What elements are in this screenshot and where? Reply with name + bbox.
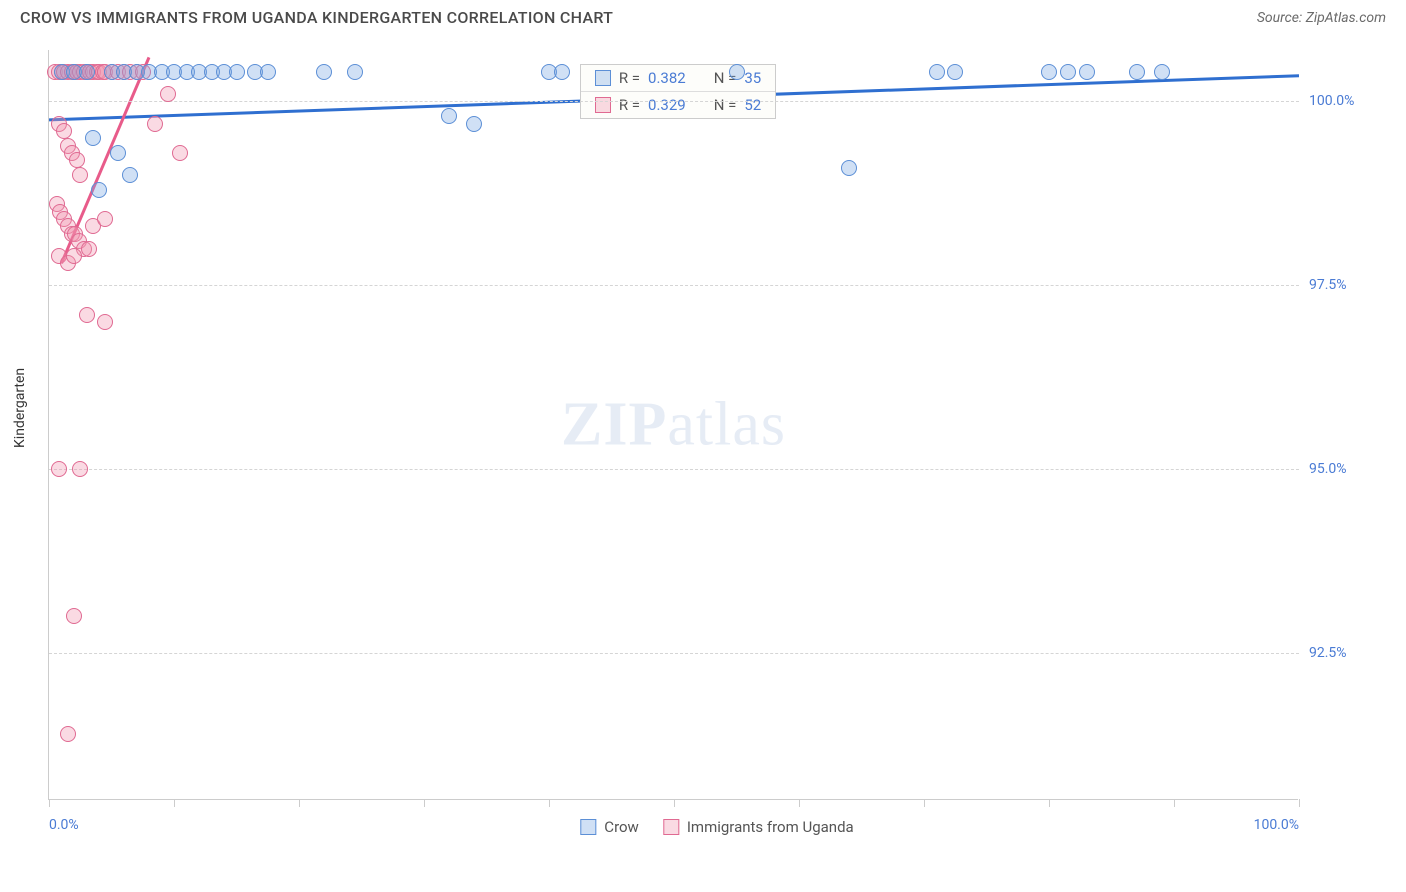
data-point (729, 64, 745, 80)
x-tick (49, 799, 50, 807)
legend-label: Crow (604, 818, 639, 836)
x-tick (174, 799, 175, 807)
data-point (554, 64, 570, 80)
gridline (49, 653, 1299, 654)
legend-item: Crow (580, 818, 639, 836)
x-tick-label: 100.0% (1254, 817, 1299, 833)
data-point (72, 461, 88, 477)
x-tick (1049, 799, 1050, 807)
legend-label: Immigrants from Uganda (687, 818, 854, 836)
data-point (72, 167, 88, 183)
chart-title: CROW VS IMMIGRANTS FROM UGANDA KINDERGAR… (20, 8, 613, 27)
n-value: 52 (744, 96, 761, 114)
data-point (110, 145, 126, 161)
data-point (97, 314, 113, 330)
data-point (79, 307, 95, 323)
data-point (347, 64, 363, 80)
y-tick-label: 100.0% (1309, 93, 1354, 109)
legend-swatch (595, 70, 611, 86)
data-point (160, 86, 176, 102)
n-label: N = (714, 96, 737, 114)
legend-swatch (580, 819, 596, 835)
plot-area: ZIPatlas R = 0.382N = 35R = 0.329N = 52 … (48, 50, 1298, 800)
data-point (316, 64, 332, 80)
stats-row: R = 0.382N = 35 (581, 65, 775, 91)
data-point (172, 145, 188, 161)
trend-lines (49, 50, 1299, 800)
data-point (51, 461, 67, 477)
x-tick (1174, 799, 1175, 807)
legend-item: Immigrants from Uganda (663, 818, 854, 836)
gridline (49, 101, 1299, 102)
legend-swatch (595, 97, 611, 113)
bottom-legend: Crow Immigrants from Uganda (580, 818, 853, 836)
data-point (466, 116, 482, 132)
x-tick (299, 799, 300, 807)
y-tick-label: 92.5% (1309, 645, 1347, 661)
legend-swatch (663, 819, 679, 835)
data-point (66, 608, 82, 624)
data-point (1079, 64, 1095, 80)
r-label: R = (619, 96, 640, 114)
data-point (69, 152, 85, 168)
y-tick-label: 97.5% (1309, 277, 1347, 293)
y-tick-label: 95.0% (1309, 461, 1347, 477)
data-point (60, 726, 76, 742)
stats-row: R = 0.329 N = 52 (581, 91, 775, 118)
data-point (229, 64, 245, 80)
x-tick (424, 799, 425, 807)
chart-container: ZIPatlas R = 0.382N = 35R = 0.329N = 52 … (48, 50, 1386, 800)
correlation-stats-box: R = 0.382N = 35R = 0.329N = 52 (580, 64, 776, 119)
data-point (947, 64, 963, 80)
watermark-rest: atlas (667, 390, 786, 458)
data-point (841, 160, 857, 176)
data-point (97, 211, 113, 227)
data-point (441, 108, 457, 124)
r-label: R = (619, 69, 640, 87)
data-point (79, 64, 95, 80)
data-point (929, 64, 945, 80)
data-point (81, 241, 97, 257)
x-tick (674, 799, 675, 807)
data-point (91, 182, 107, 198)
data-point (66, 248, 82, 264)
x-tick (549, 799, 550, 807)
x-tick-label: 0.0% (49, 817, 79, 833)
gridline (49, 285, 1299, 286)
r-value: 0.329 (648, 96, 686, 114)
watermark-bold: ZIP (561, 390, 667, 458)
data-point (85, 130, 101, 146)
data-point (1129, 64, 1145, 80)
y-axis-label: Kindergarten (12, 368, 28, 448)
gridline (49, 469, 1299, 470)
x-tick (1299, 799, 1300, 807)
x-tick (924, 799, 925, 807)
source-label: Source: ZipAtlas.com (1257, 10, 1386, 26)
data-point (122, 167, 138, 183)
data-point (147, 116, 163, 132)
data-point (56, 123, 72, 139)
r-value: 0.382 (648, 69, 686, 87)
data-point (1154, 64, 1170, 80)
data-point (1041, 64, 1057, 80)
x-tick (799, 799, 800, 807)
watermark: ZIPatlas (561, 389, 786, 460)
data-point (260, 64, 276, 80)
data-point (1060, 64, 1076, 80)
n-value: 35 (744, 69, 761, 87)
